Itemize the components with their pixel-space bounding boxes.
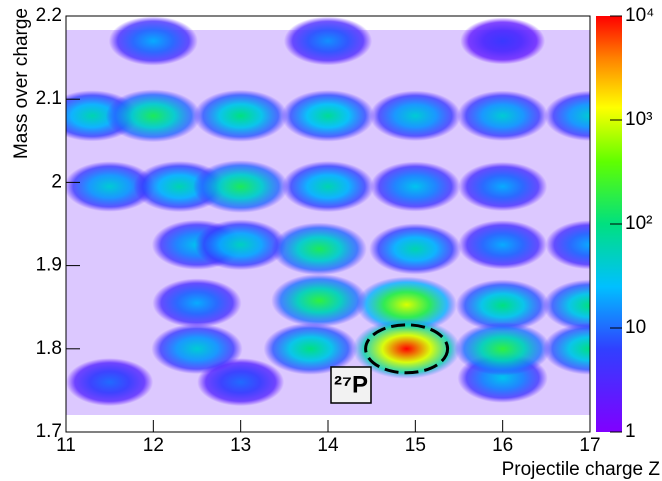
cluster <box>369 223 462 275</box>
y-tick-label: 1.9 <box>36 255 62 276</box>
z-tick-label: 10³ <box>625 109 652 130</box>
annotation-label: ²⁷P <box>334 371 368 398</box>
cluster <box>370 161 461 212</box>
cluster <box>544 90 590 142</box>
cluster <box>460 17 546 65</box>
annotation-box <box>330 366 372 404</box>
z-tick-label: 10⁴ <box>625 5 654 26</box>
cluster <box>356 276 458 333</box>
y-tick-label: 2.1 <box>36 88 62 109</box>
x-tick-label: 11 <box>56 435 76 456</box>
y-tick-label: 2.2 <box>36 5 62 26</box>
cluster <box>352 318 461 379</box>
z-tick-label: 10² <box>625 213 652 234</box>
cluster <box>194 219 287 271</box>
cluster <box>108 16 198 66</box>
cluster <box>455 279 550 332</box>
cluster <box>66 358 154 407</box>
x-tick-label: 12 <box>143 435 164 456</box>
x-tick-label: 17 <box>579 435 600 456</box>
x-tick-label: 13 <box>230 435 251 456</box>
x-axis-title: Projectile charge Z <box>502 459 661 480</box>
annotation-ellipse <box>364 323 450 375</box>
x-tick-label: 14 <box>317 435 339 456</box>
cluster <box>457 90 549 142</box>
cluster <box>458 161 548 212</box>
cluster <box>281 161 375 213</box>
heat-layer <box>66 16 590 415</box>
cluster <box>271 222 367 276</box>
cluster <box>281 90 375 142</box>
cluster <box>66 161 156 212</box>
z-tick-label: 1 <box>625 421 636 442</box>
cluster <box>271 273 368 328</box>
cluster <box>151 323 243 375</box>
cluster <box>543 279 590 332</box>
y-tick-label: 1.8 <box>36 338 62 359</box>
cluster <box>283 16 373 66</box>
cluster <box>369 90 461 142</box>
y-tick-label: 1.7 <box>36 421 62 442</box>
z-tick-label: 10 <box>625 317 646 338</box>
x-tick-label: 15 <box>405 435 426 456</box>
y-axis-title: Mass over charge <box>11 8 32 159</box>
cluster <box>458 220 548 270</box>
cluster <box>152 278 242 328</box>
cluster <box>454 322 551 376</box>
cluster <box>105 89 201 143</box>
cluster <box>543 322 590 375</box>
cluster <box>263 322 358 375</box>
x-tick-label: 16 <box>492 435 513 456</box>
y-tick-label: 2 <box>51 171 62 192</box>
cluster <box>545 220 590 270</box>
cluster <box>193 160 289 213</box>
cluster <box>193 89 288 142</box>
